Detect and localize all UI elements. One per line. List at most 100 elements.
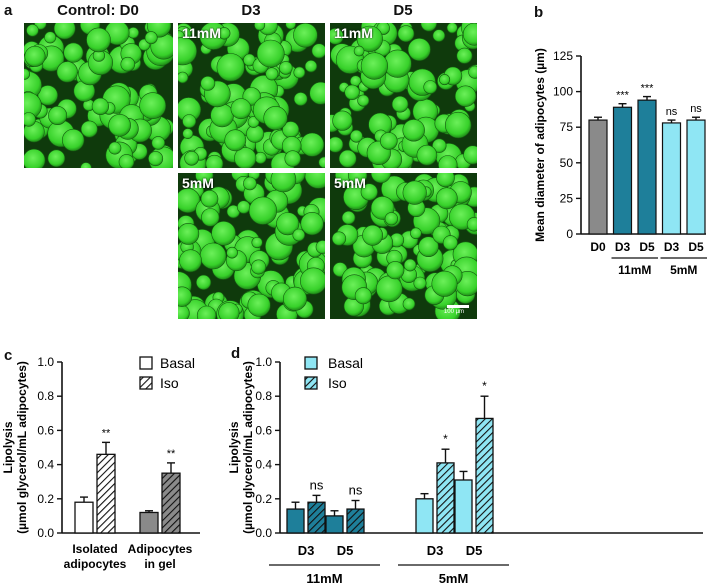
adipocyte-cell [402,180,427,205]
adipocyte-cell [86,27,111,53]
adipocyte-cell [178,223,200,245]
adipocyte-cell [354,287,372,305]
adipocyte-cell [432,138,447,153]
adipocyte-cell [462,23,477,46]
adipocyte-cell [108,141,122,155]
adipocyte-cell [276,212,300,236]
adipocyte-cell [108,114,131,137]
adipocyte-cell [300,211,324,236]
adipocyte-cell [120,56,136,72]
y-tick-label: 0.0 [255,526,272,540]
adipocyte-cell [407,38,431,61]
adipocyte-cell [263,105,288,131]
adipocyte-cell [438,155,458,168]
image-label-d3-11mm: 11mM [182,25,221,41]
chart-c: Lipolysis (µmol glycerol/mL adipocytes) 0.… [0,350,222,588]
adipocyte-cell [284,150,301,167]
x-tick-label-line1: Adipocytes [128,542,193,556]
significance-label: ns [310,477,324,492]
adipocyte-cell [439,74,451,86]
adipocyte-cell [91,97,109,115]
significance-label: * [482,379,487,393]
group-label: 11mM [618,263,651,277]
adipocyte-cell [436,173,455,188]
adipocyte-cell [195,173,214,185]
adipocyte-cell [300,267,325,295]
panel-label-a: a [4,2,13,19]
legend-swatch-basal [139,356,153,370]
adipocyte-cell [251,259,267,275]
adipocyte-cell [420,23,437,32]
adipocyte-cell [24,112,36,127]
adipocyte-cell [431,270,458,297]
adipocyte-cell [356,25,383,52]
adipocyte-cell [468,65,477,79]
legend-label-basal: Basal [160,355,195,371]
bar-b [686,119,706,235]
micrograph-d5-11mm: 11mM [330,23,477,168]
adipocyte-cell [466,217,477,232]
x-tick-label: D3 [615,240,631,254]
scale-bar: 100 µm [444,305,469,315]
adipocyte-cell [309,81,325,105]
y-tick-label: 0.2 [255,492,272,506]
adipocyte-cell [217,27,231,40]
y-axis-label-line2: (µmol glycerol/mL adipocytes) [241,361,255,534]
significance-label: ** [102,427,111,439]
adipocyte-cell [360,52,389,80]
y-axis-label-line1: Lipolysis [227,421,241,473]
adipocyte-cell [24,68,30,80]
adipocyte-cell [362,224,384,246]
adipocyte-cell [179,249,202,273]
x-tick-label: D5 [639,240,655,254]
adipocyte-cell [216,53,245,82]
y-tick-label: 50 [560,156,574,170]
y-tick-label: 125 [553,49,573,63]
adipocyte-cell [178,36,197,66]
image-label-d3-5mm: 5mM [182,175,214,191]
micro-svg-3 [330,23,477,168]
adipocyte-cell [332,110,353,131]
micro-svg-1 [24,23,173,168]
bar-d [325,515,344,534]
bar-d [475,417,494,534]
adipocyte-cell [311,43,325,59]
adipocyte-cell [285,23,296,30]
adipocyte-cell [397,25,415,43]
adipocyte-cell [178,286,193,307]
adipocyte-cell [403,258,417,272]
adipocyte-cell [293,92,308,106]
adipocyte-cell [279,61,293,75]
adipocyte-cell [139,92,167,120]
adipocyte-cell [178,71,189,84]
y-axis-label: Mean diameter of adipocytes (µm) [533,48,547,242]
adipocyte-cell [338,149,357,168]
adipocyte-cell [402,297,416,311]
micro-svg-4 [178,173,325,319]
adipocyte-cell [293,66,306,79]
adipocyte-cell [331,231,347,246]
y-tick-label: 0.6 [255,423,272,437]
adipocyte-cell [293,23,318,48]
adipocyte-cell [200,76,216,91]
col-title-d5: D5 [393,2,413,19]
adipocyte-cell [402,119,425,142]
adipocyte-cell [304,59,318,73]
adipocyte-cell [182,128,194,139]
adipocyte-cell [201,208,220,227]
adipocyte-cell [423,80,438,94]
adipocyte-cell [344,84,360,101]
adipocyte-cell [56,61,78,83]
adipocyte-cell [300,132,325,157]
adipocyte-cell [375,275,403,303]
significance-label: ** [167,448,176,460]
bar-d [346,508,365,534]
adipocyte-cell [341,210,356,225]
adipocyte-cell [236,200,251,214]
adipocyte-cell [384,212,399,226]
adipocyte-cell [283,286,308,311]
adipocyte-cell [256,39,285,68]
bar-c [96,453,116,534]
adipocyte-cell [444,111,472,139]
adipocyte-cell [379,132,398,150]
